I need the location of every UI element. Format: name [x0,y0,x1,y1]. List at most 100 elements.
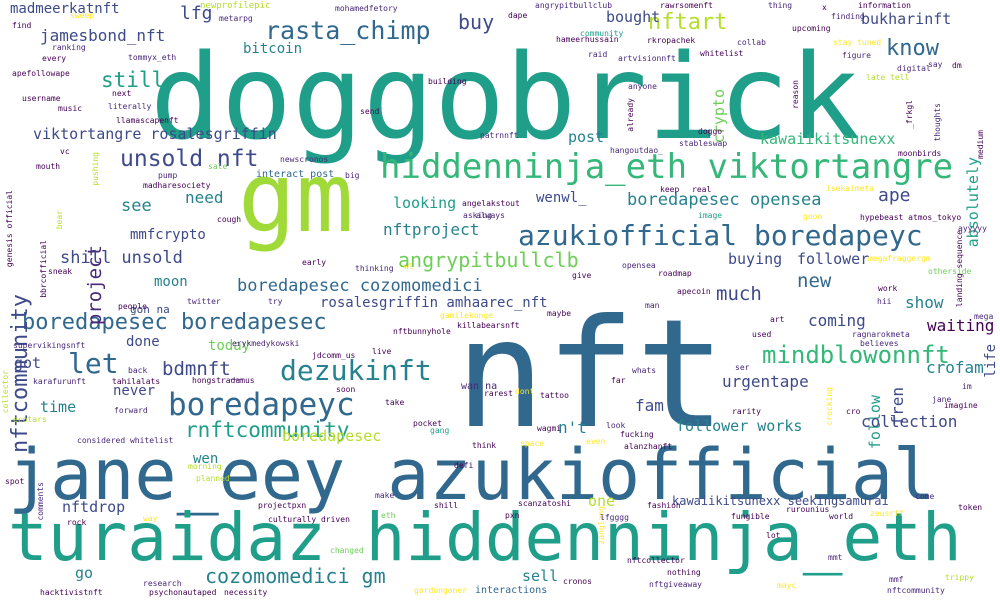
cloud-word: dezukinft [280,354,432,387]
cloud-word: need [185,188,224,207]
cloud-word: stableswap [679,139,728,148]
cloud-word: fucking [620,430,654,439]
cloud-word: ape [878,185,911,206]
cloud-word: gamilekonge [440,311,493,320]
cloud-word: nftdrop [62,498,126,516]
cloud-word: crofam [926,358,984,377]
cloud-word: tattoo [540,391,569,400]
cloud-word: maybe [547,309,572,318]
cloud-word: say [928,60,943,69]
cloud-word: apecoin [677,287,711,296]
cloud-word: dm [952,61,962,70]
cloud-word: sell [522,567,559,585]
cloud-word: go [75,564,94,582]
cloud-word: work [878,284,898,293]
cloud-word: cro [846,407,861,416]
cloud-word: lfgggg [600,513,629,522]
cloud-word: crocking [825,387,834,426]
cloud-word: ayyyyy [958,224,987,233]
cloud-word: medium [976,130,985,159]
cloud-word: erykmedykowski [232,339,300,348]
cloud-word: gooo [803,212,823,221]
cloud-word: lot [766,531,781,540]
cloud-word: boredapesec opensea [627,190,822,210]
cloud-word: alanzhanft [624,442,673,451]
cloud-word: username [22,94,61,103]
cloud-word: anyone [628,82,657,91]
cloud-word: hongstradamus [192,376,255,385]
cloud-word: newscronos [280,155,329,164]
cloud-word: life [983,344,999,378]
cloud-word: karafurunft [33,377,86,386]
cloud-word: psychonautaped [149,588,217,597]
cloud-word: kawaiikitsunexx seekingsamurai [672,494,889,508]
cloud-word: take [385,398,405,407]
cloud-word: music [58,104,83,113]
cloud-word: twitter [187,297,221,306]
cloud-word: sneak [48,267,73,276]
cloud-word: hii [877,297,892,306]
cloud-word: rarest [484,389,513,398]
cloud-word: vc [60,147,70,156]
cloud-word: turaidaz hiddenninja_eth [8,499,962,576]
cloud-word: genesis official [5,190,14,268]
cloud-word: azukiofficial boredapeyc [518,219,923,252]
cloud-word: next [112,89,132,98]
cloud-word: gon na [130,303,170,316]
cloud-word: ragnarokmeta [852,330,910,339]
cloud-word: absolutely [964,157,982,248]
cloud-word: rarity [732,407,761,416]
cloud-word: already [626,98,635,132]
cloud-word: considered whitelist [77,436,174,445]
cloud-word: waiting [927,316,995,335]
cloud-word: megafraggergm [868,254,931,263]
cloud-word: killabearsnft [457,321,520,330]
cloud-word: nftcollector [627,556,685,565]
cloud-word: follower [797,250,870,268]
cloud-word: nftcommunity [8,294,33,453]
cloud-word: rkropachek [647,36,696,45]
cloud-word: dont [515,387,535,396]
cloud-word: moon [154,274,188,290]
cloud-word: done [126,334,160,350]
cloud-word: interact post [256,169,335,180]
cloud-word: nftbunnyhole [393,327,451,336]
cloud-word: comments [36,482,45,521]
cloud-word: doggo [698,127,723,136]
cloud-word: whitelist [700,49,744,58]
cloud-word: unsold nft [120,146,259,172]
cloud-word: never [113,383,156,399]
cloud-word: see [121,196,152,216]
cloud-word: follower works [676,417,803,435]
cloud-word: soon [336,385,356,394]
cloud-word: always [476,211,505,220]
cloud-word: x [822,3,827,12]
cloud-word: wenwl_ [536,190,587,206]
cloud-word: bitcoin [243,41,303,57]
cloud-word: way [143,514,158,523]
cloud-word: know [886,36,939,61]
cloud-word: thinking [355,264,394,273]
cloud-word: give [572,271,592,280]
cloud-word: forward [114,406,148,415]
cloud-word: bought [606,8,661,26]
cloud-word: bear [55,210,64,230]
cloud-word: morning [188,462,222,471]
cloud-word: hameerhussain [556,35,619,44]
cloud-word: wl [404,262,414,271]
cloud-word: hangoutdao_ [610,146,663,155]
cloud-word: today [208,338,251,354]
cloud-word: jane [932,395,952,404]
cloud-word: world [829,512,854,521]
cloud-word: literally [108,102,152,111]
cloud-word: cough [217,215,242,224]
cloud-word: moonbirds [898,149,942,158]
cloud-word: thoughts [933,103,942,142]
cloud-word: shill unsold [60,248,183,268]
cloud-word: asking [463,211,492,220]
cloud-word: early [302,258,327,267]
cloud-word: try [268,297,283,306]
cloud-word: nftcommunity [887,586,945,595]
cloud-word: trippy [945,573,974,582]
cloud-word: zeusrff [870,509,904,518]
